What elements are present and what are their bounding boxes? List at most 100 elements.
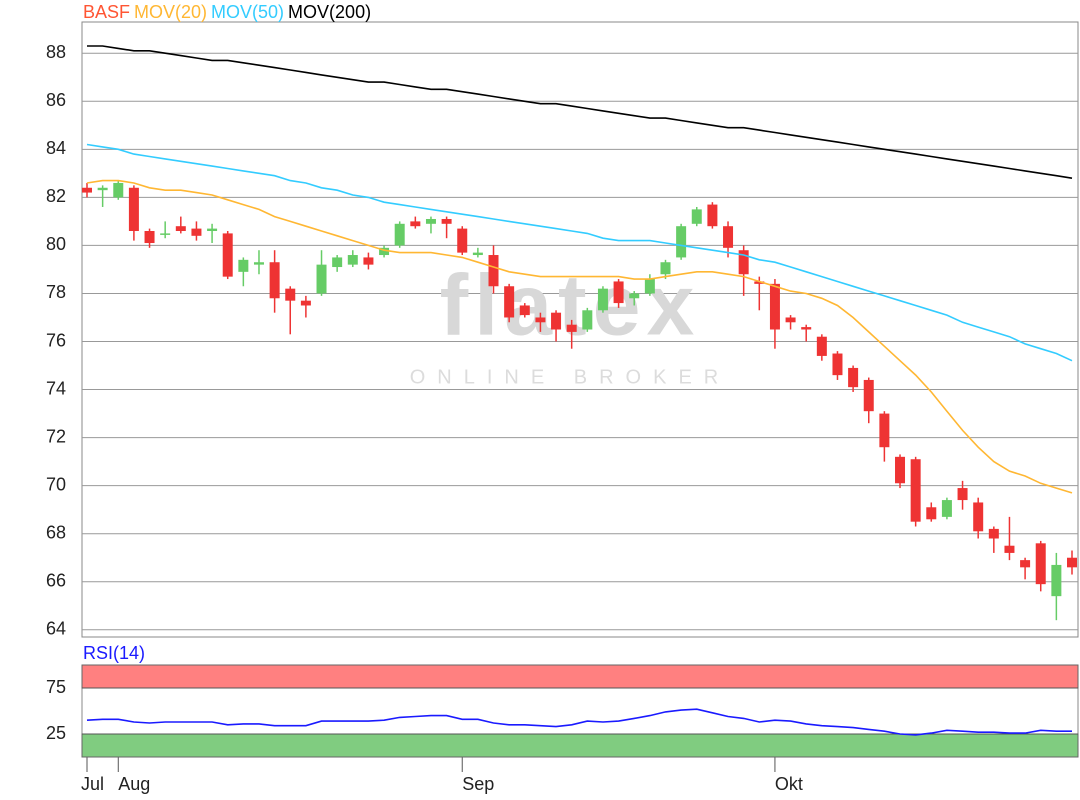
candle-body xyxy=(191,228,202,236)
candle-body xyxy=(1051,564,1062,597)
candle-body xyxy=(394,223,405,246)
x-tick-label: Jul xyxy=(81,774,104,794)
candle-body xyxy=(551,312,562,330)
line-series xyxy=(86,179,1073,494)
candle-body xyxy=(629,293,640,299)
candle-body xyxy=(222,233,233,277)
candle-body xyxy=(863,379,874,412)
candle-body xyxy=(379,247,390,256)
candle-body xyxy=(707,204,718,227)
candle-body xyxy=(175,226,186,232)
y-tick-label: 68 xyxy=(46,522,66,542)
legend: BASF MOV(20) MOV(50) MOV(200) xyxy=(83,2,371,22)
legend-entry: MOV(50) xyxy=(211,2,284,22)
y-tick-label: 66 xyxy=(46,570,66,590)
line-series xyxy=(86,143,1073,362)
legend-entry: MOV(20) xyxy=(134,2,207,22)
candle-body xyxy=(504,286,515,318)
x-tick-label: Sep xyxy=(462,774,494,794)
candle-body xyxy=(613,281,624,304)
x-tick-label: Aug xyxy=(118,774,150,794)
candle-body xyxy=(207,228,218,232)
plot-area xyxy=(81,21,1079,638)
candle-body xyxy=(832,353,843,376)
candle-body xyxy=(316,264,327,294)
candle-body xyxy=(300,300,311,306)
candle-body xyxy=(535,317,546,323)
candle-body xyxy=(253,262,264,265)
y-tick-label: 74 xyxy=(46,378,66,398)
candle-body xyxy=(660,262,671,275)
candle-body xyxy=(410,221,421,227)
y-tick-label: 64 xyxy=(46,619,66,639)
candle-body xyxy=(801,327,812,330)
zone xyxy=(81,733,1079,758)
candle-body xyxy=(582,310,593,330)
candle-body xyxy=(691,209,702,224)
y-tick-label: 76 xyxy=(46,330,66,350)
candle-body xyxy=(519,305,530,316)
candle-body xyxy=(488,255,499,287)
candle-body xyxy=(97,187,108,191)
candle-body xyxy=(472,252,483,256)
candle-body xyxy=(816,336,827,356)
candle-body xyxy=(785,317,796,323)
candle-body xyxy=(113,182,124,198)
candle-body xyxy=(723,226,734,248)
candle-body xyxy=(160,233,171,235)
watermark: flatex xyxy=(440,258,701,354)
line-series xyxy=(87,45,1073,179)
candle-body xyxy=(347,255,358,265)
candle-body xyxy=(895,456,906,484)
candle-body xyxy=(332,257,343,268)
candle-body xyxy=(848,367,859,388)
y-tick-label: 80 xyxy=(46,234,66,254)
candle-body xyxy=(128,187,139,232)
y-tick-label: 82 xyxy=(46,186,66,206)
y-tick-label: 84 xyxy=(46,138,66,158)
candle-body xyxy=(1020,560,1031,568)
y-tick-label: 72 xyxy=(46,426,66,446)
legend-entry: BASF xyxy=(83,2,130,22)
candle-body xyxy=(910,459,921,522)
candle-body xyxy=(82,187,92,193)
y-tick-label: 70 xyxy=(46,474,66,494)
candle-body xyxy=(738,250,749,275)
candle-body xyxy=(644,279,655,294)
y-tick-label: 25 xyxy=(46,723,66,743)
candle-body xyxy=(941,500,952,517)
candle-body xyxy=(597,288,608,311)
panel-label: RSI(14) xyxy=(83,643,145,663)
zone xyxy=(81,664,1079,689)
candle-body xyxy=(566,324,577,332)
candle-body xyxy=(676,226,687,258)
y-tick-label: 86 xyxy=(46,90,66,110)
candle-body xyxy=(285,288,296,301)
line-series xyxy=(86,708,1072,736)
y-tick-label: 75 xyxy=(46,677,66,697)
x-tick-label: Okt xyxy=(775,774,803,794)
candle-body xyxy=(269,262,280,299)
candle-body xyxy=(754,281,765,284)
candle-body xyxy=(988,528,999,539)
candle-body xyxy=(1004,545,1015,553)
candle-body xyxy=(441,218,452,224)
legend-entry: MOV(200) xyxy=(288,2,371,22)
candle-body xyxy=(238,259,249,272)
candle-body xyxy=(457,228,468,253)
y-tick-label: 78 xyxy=(46,282,66,302)
candle-body xyxy=(363,257,374,265)
candle-body xyxy=(1035,543,1046,585)
candle-body xyxy=(973,502,984,532)
candle-body xyxy=(1067,557,1077,568)
candle-body xyxy=(425,218,436,224)
y-tick-label: 88 xyxy=(46,42,66,62)
candle-body xyxy=(926,507,937,520)
candle-body xyxy=(144,231,155,244)
candle-body xyxy=(879,413,890,448)
candle-body xyxy=(957,488,968,501)
candle-body xyxy=(769,283,780,330)
watermark-subtitle: ONLINE BROKER xyxy=(410,366,730,388)
